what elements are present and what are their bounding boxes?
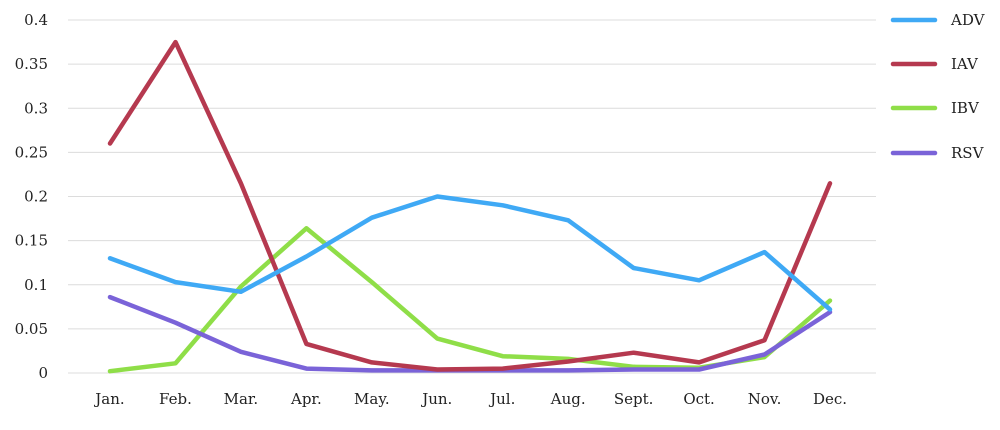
y-tick-label: 0.25 <box>15 143 48 161</box>
legend: ADV IAV IBV RSV <box>890 11 986 162</box>
legend-entry-ibv: IBV <box>890 99 980 117</box>
x-tick-label: Jul. <box>488 390 515 408</box>
y-axis-tick-labels: 0 0.05 0.1 0.15 0.2 0.25 0.3 0.35 0.4 <box>15 11 48 382</box>
x-tick-label: Jun. <box>420 390 452 408</box>
y-tick-label: 0.15 <box>15 232 48 250</box>
legend-label: RSV <box>951 144 985 162</box>
x-tick-label: Mar. <box>224 390 259 408</box>
x-tick-label: Dec. <box>813 390 847 408</box>
series-line-ibv <box>107 226 833 374</box>
y-tick-label: 0.2 <box>24 188 48 206</box>
y-tick-label: 0 <box>38 364 48 382</box>
legend-label: ADV <box>950 11 986 29</box>
plot-series <box>107 39 833 374</box>
y-tick-label: 0.4 <box>24 11 48 29</box>
x-tick-label: Apr. <box>290 390 322 408</box>
y-tick-label: 0.05 <box>15 320 48 338</box>
legend-label: IBV <box>951 99 980 117</box>
legend-entry-rsv: RSV <box>890 144 985 162</box>
series-line-rsv <box>107 294 833 373</box>
x-axis-tick-labels: Jan. Feb. Mar. Apr. May. Jun. Jul. Aug. Sept. Oct… <box>93 390 847 408</box>
x-tick-label: Sept. <box>614 390 654 408</box>
x-tick-label: May. <box>354 390 390 408</box>
series-line-adv <box>107 194 833 312</box>
x-tick-label: Aug. <box>550 390 586 408</box>
legend-entry-adv: ADV <box>890 11 986 29</box>
y-tick-label: 0.1 <box>24 276 48 294</box>
x-tick-label: Feb. <box>159 390 192 408</box>
legend-label: IAV <box>951 55 979 73</box>
x-tick-label: Nov. <box>748 390 782 408</box>
x-tick-label: Jan. <box>93 390 124 408</box>
y-tick-label: 0.3 <box>24 99 48 117</box>
x-tick-label: Oct. <box>683 390 715 408</box>
series-line-iav <box>107 39 833 372</box>
legend-entry-iav: IAV <box>890 55 979 73</box>
y-tick-label: 0.35 <box>15 55 48 73</box>
